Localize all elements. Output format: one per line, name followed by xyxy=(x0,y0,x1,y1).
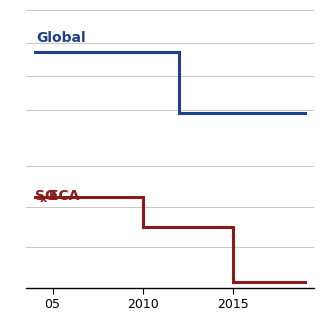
Text: x: x xyxy=(39,194,47,204)
Text: SO: SO xyxy=(35,189,56,204)
Text: Global: Global xyxy=(36,31,86,45)
Text: ECA: ECA xyxy=(44,189,80,204)
